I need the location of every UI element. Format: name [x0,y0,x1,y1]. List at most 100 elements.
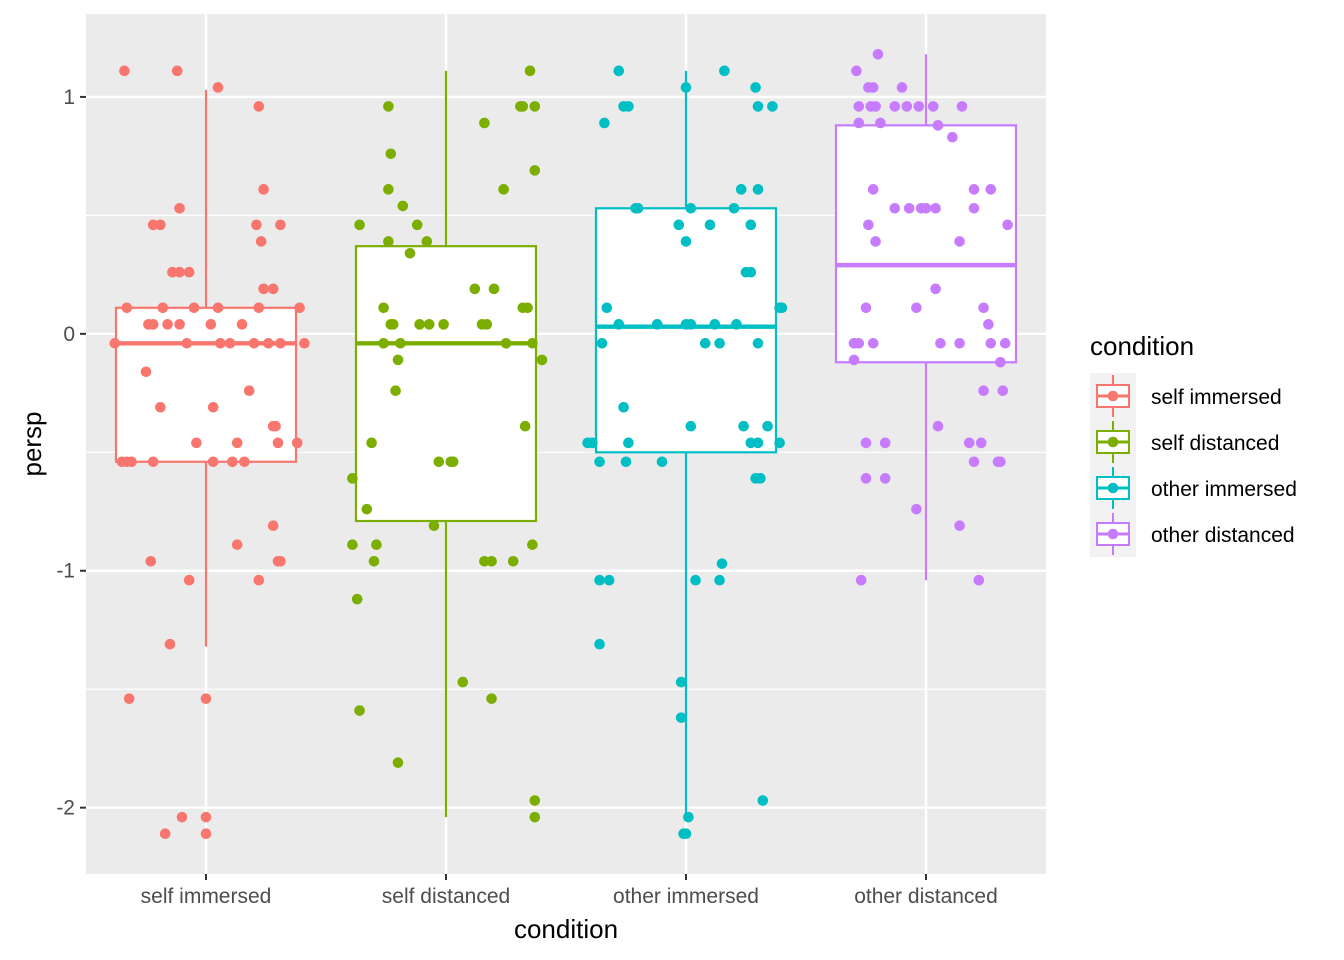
data-point [536,354,548,366]
data-point [855,574,867,586]
y-tick-label: -2 [56,797,75,820]
data-point [253,101,265,112]
data-point [623,101,634,112]
data-point [875,117,886,129]
data-point [191,437,202,449]
data-point [978,385,989,396]
data-point [378,302,389,314]
data-point [911,302,922,314]
data-point [620,456,632,468]
data-point [126,456,137,468]
points-other-immersed [582,65,788,840]
data-point [932,120,944,131]
data-point [121,302,133,314]
data-point [985,338,997,349]
data-point [719,65,730,77]
data-point [714,338,725,349]
data-point [183,266,195,278]
data-point [354,705,365,716]
data-point [935,338,946,349]
data-point [752,184,764,195]
data-point [601,302,613,314]
box-self-immersed [114,89,298,647]
data-point [347,473,358,484]
data-point [174,202,185,214]
legend-label: self distanced [1151,432,1279,455]
data-point [267,283,279,295]
data-point [181,338,193,349]
data-point [529,811,541,823]
box-body [114,306,298,463]
data-point [231,539,243,550]
data-point [930,283,941,295]
data-point [978,302,989,314]
data-point [383,184,394,195]
data-point [997,385,1009,396]
data-point [207,401,219,413]
data-point [690,574,701,586]
data-point [224,338,236,349]
data-point [390,385,401,396]
data-point [299,338,310,349]
data-point [963,437,975,449]
data-point [867,184,879,195]
data-point [901,101,913,112]
data-point [889,101,901,112]
y-tick-label: 1 [63,86,75,109]
data-point [675,676,687,688]
data-point [594,574,605,586]
legend-label: other immersed [1151,478,1297,501]
data-point [613,319,625,330]
data-point [889,202,901,214]
data-point [903,202,915,214]
legend-label: self immersed [1151,386,1282,409]
legend-item-other-immersed: other immersed [1090,465,1297,511]
data-point [752,101,764,112]
y-axis-title: persp [17,411,47,476]
data-point [999,338,1011,349]
legend-item-self-immersed: self immersed [1090,373,1282,419]
data-point [853,101,865,112]
data-point [188,302,200,314]
data-point [930,202,941,214]
data-point [397,200,409,212]
x-tick-label: self distanced [382,885,510,908]
data-point [205,319,217,330]
data-point [207,456,219,468]
data-point [411,219,423,231]
data-point [275,338,286,349]
data-point [253,574,265,586]
x-axis-title: condition [514,914,618,944]
data-point [212,302,224,314]
data-point [527,539,538,550]
data-point [275,219,286,231]
data-point [932,420,944,432]
legend-key-point [1107,528,1119,540]
x-tick-label: self immersed [141,885,272,908]
data-point [762,420,773,432]
data-point [354,219,365,231]
data-point [685,202,697,214]
data-point [968,456,980,468]
data-point [258,184,269,195]
data-point [911,503,922,515]
data-point [164,638,176,650]
data-point [481,319,493,330]
data-point [867,82,879,93]
data-point [183,574,195,586]
data-point [685,420,697,432]
data-point [500,338,512,349]
data-point [162,319,173,330]
data-point [603,574,615,586]
data-point [680,82,692,93]
y-tick-label: -1 [56,560,75,583]
data-point [231,437,243,449]
data-point [498,184,509,195]
data-point [774,437,785,449]
data-point [239,456,250,468]
points-self-immersed [109,65,310,840]
data-point [860,302,872,314]
data-point [968,202,980,214]
legend-item-other-distanced: other distanced [1090,511,1295,557]
data-point [143,319,154,330]
